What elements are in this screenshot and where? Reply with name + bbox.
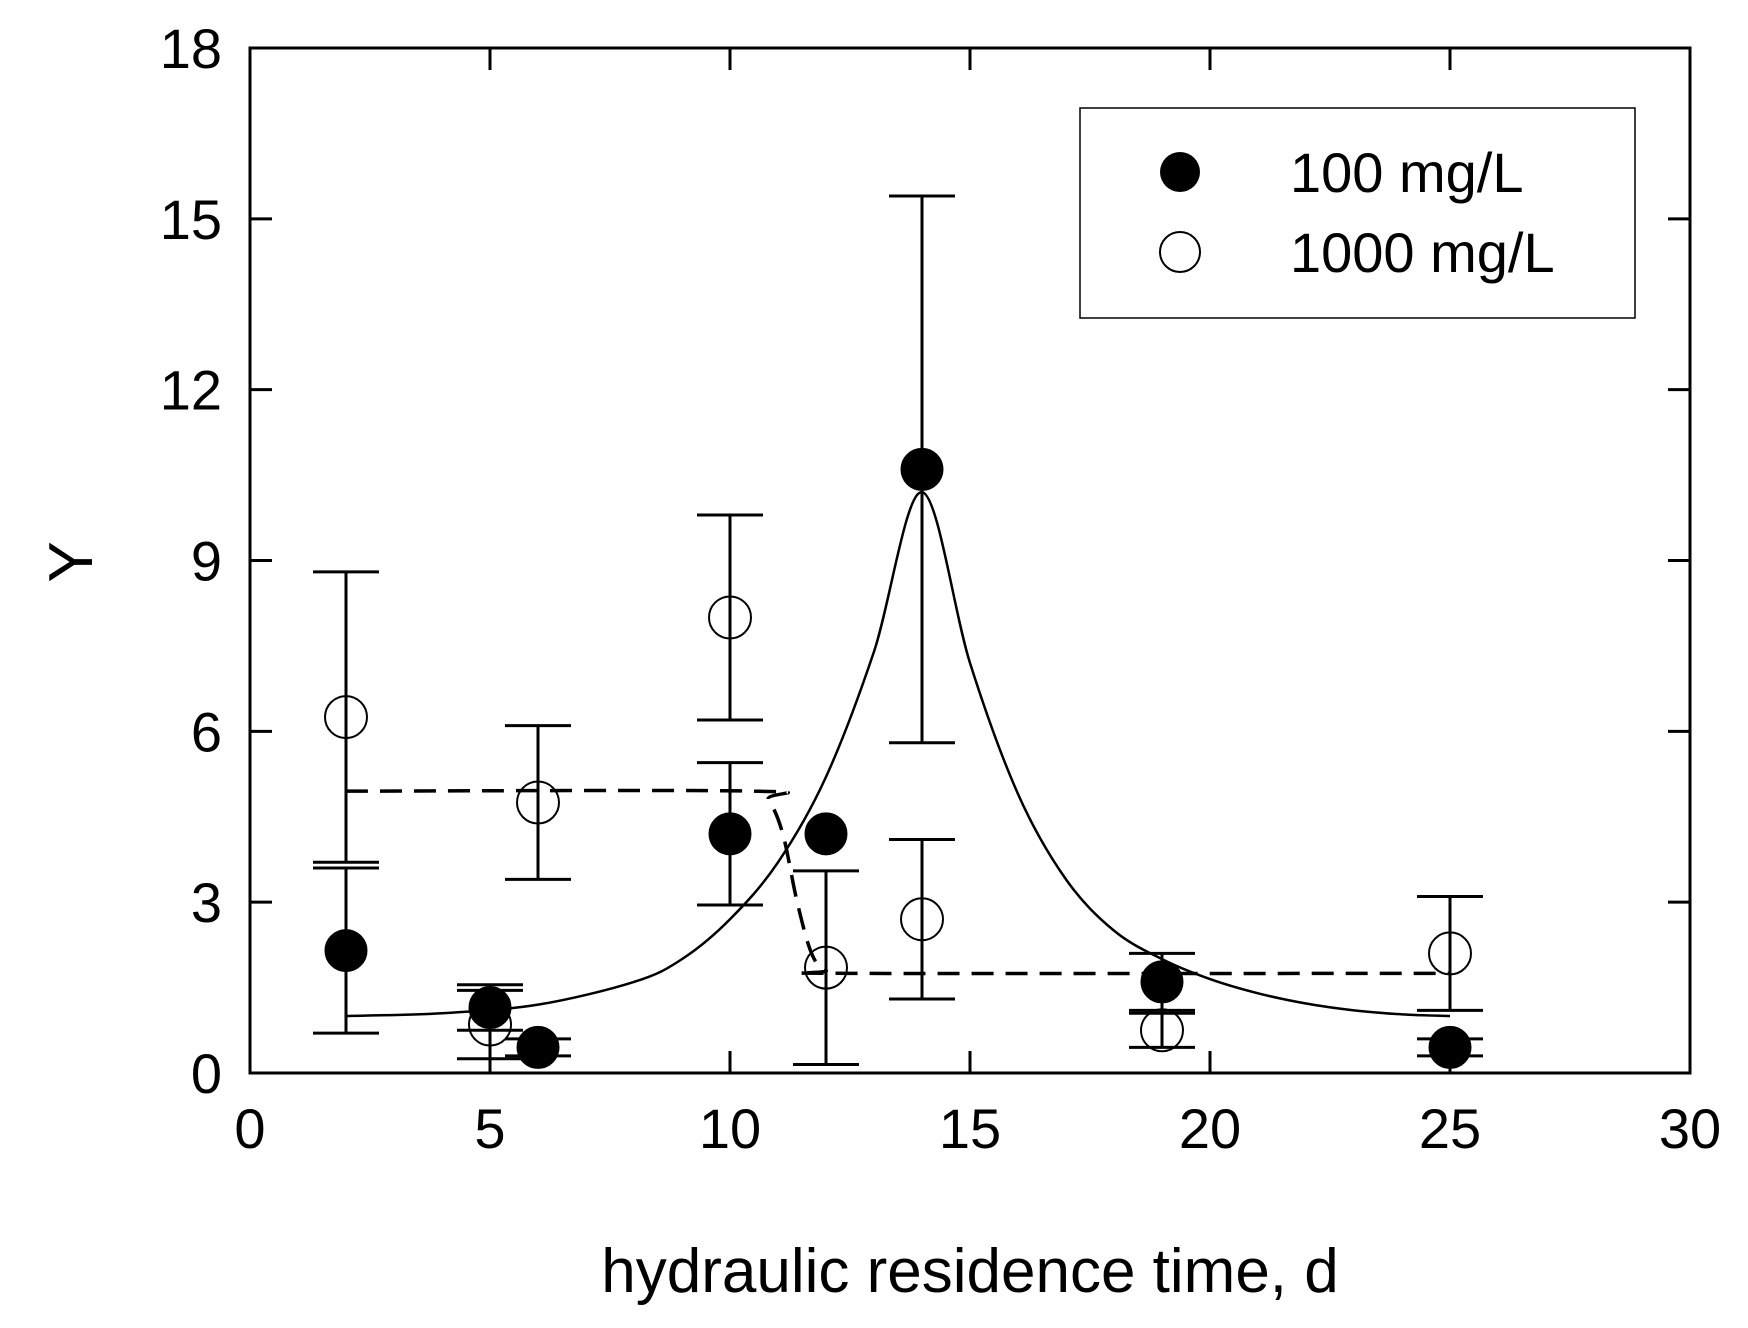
legend-label-100: 100 mg/L xyxy=(1290,141,1524,204)
fit-curve-100mgL xyxy=(345,490,1451,1018)
error-bars xyxy=(313,194,1483,1066)
y-tick-label: 15 xyxy=(160,188,222,251)
x-axis-ticks: 0 5 10 15 20 25 30 xyxy=(234,48,1721,1160)
legend-marker-100 xyxy=(1160,152,1200,192)
legend-label-1000: 1000 mg/L xyxy=(1290,221,1555,284)
data-point-100mgL xyxy=(324,929,368,973)
fit-curves xyxy=(345,490,1451,1018)
y-axis-title: Y xyxy=(37,541,106,582)
y-tick-label: 6 xyxy=(191,700,222,763)
legend-marker-1000 xyxy=(1159,231,1201,273)
x-tick-label: 5 xyxy=(474,1097,505,1160)
x-tick-label: 25 xyxy=(1419,1097,1481,1160)
y-tick-label: 0 xyxy=(191,1042,222,1105)
x-tick-label: 30 xyxy=(1659,1097,1721,1160)
y-tick-label: 3 xyxy=(191,871,222,934)
data-point-100mgL xyxy=(900,447,944,491)
legend: 100 mg/L 1000 mg/L xyxy=(1079,107,1636,319)
y-tick-label: 9 xyxy=(191,530,222,593)
data-point-1000mgL xyxy=(804,945,848,990)
x-axis-title: hydraulic residence time, d xyxy=(601,1237,1338,1306)
data-point-100mgL xyxy=(468,986,512,1030)
data-point-100mgL xyxy=(708,812,752,856)
y-tick-label: 12 xyxy=(160,359,222,422)
data-point-1000mgL xyxy=(324,695,368,740)
x-tick-label: 20 xyxy=(1179,1097,1241,1160)
data-point-1000mgL xyxy=(516,780,560,825)
data-markers xyxy=(324,447,1472,1069)
fit-curve-1000mgL xyxy=(345,788,1451,976)
data-point-1000mgL xyxy=(900,897,944,942)
data-point-100mgL xyxy=(516,1025,560,1069)
x-tick-label: 15 xyxy=(939,1097,1001,1160)
data-point-1000mgL xyxy=(1140,1008,1184,1053)
data-point-100mgL xyxy=(1428,1025,1472,1069)
legend-box xyxy=(1079,107,1636,319)
data-point-100mgL xyxy=(804,812,848,856)
data-point-1000mgL xyxy=(1428,931,1472,976)
y-tick-label: 18 xyxy=(160,17,222,80)
data-point-100mgL xyxy=(1140,960,1184,1004)
x-tick-label: 10 xyxy=(699,1097,761,1160)
data-point-1000mgL xyxy=(708,595,752,640)
y-axis-ticks: 0 3 6 9 12 15 18 xyxy=(160,17,1690,1105)
x-tick-label: 0 xyxy=(234,1097,265,1160)
